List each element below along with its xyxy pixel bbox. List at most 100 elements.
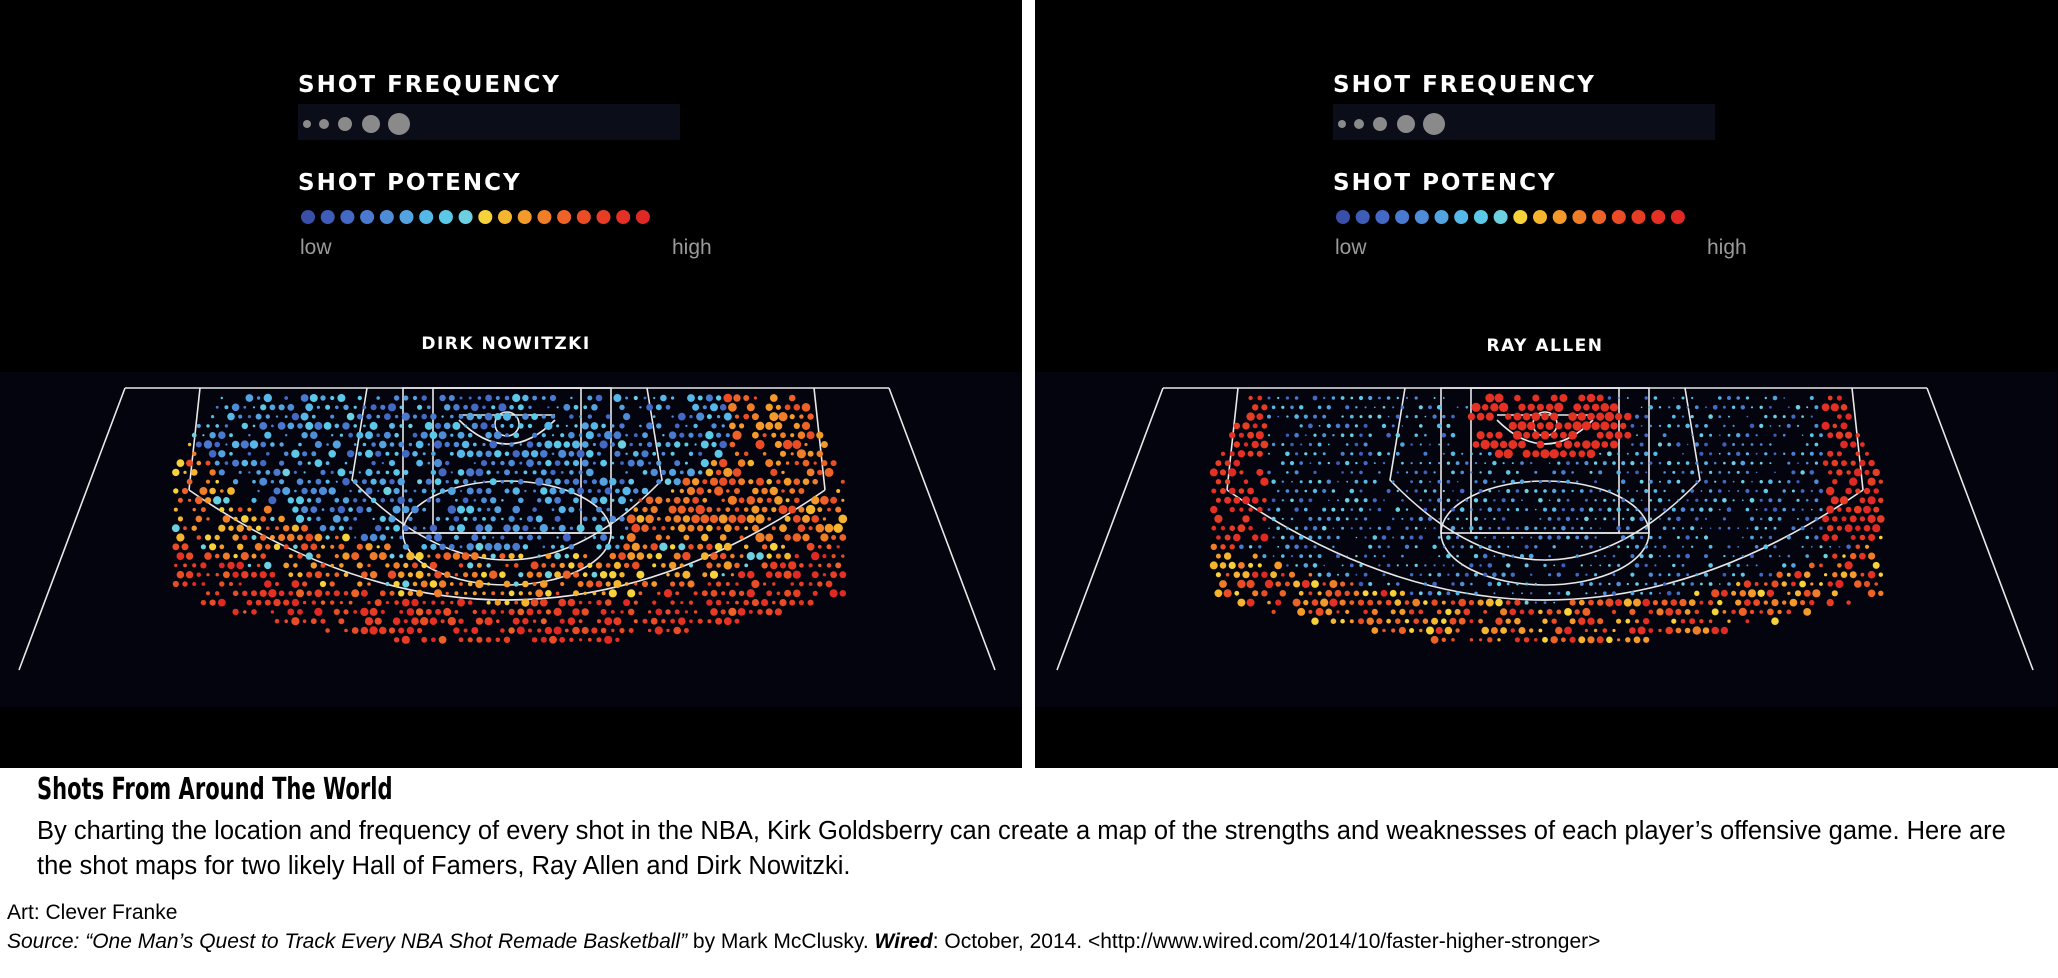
shot-dot: [1523, 637, 1530, 643]
shot-dot: [504, 395, 510, 401]
shot-dot: [443, 552, 452, 560]
shot-dot: [1740, 460, 1746, 466]
shot-dot: [817, 581, 823, 587]
shot-dot: [1510, 479, 1515, 484]
shot-dot: [765, 533, 774, 542]
shot-dot: [572, 553, 580, 560]
shot-dot: [454, 591, 459, 596]
shot-dot: [1728, 415, 1730, 418]
shot-dot: [1832, 516, 1838, 522]
frequency-legend-dot: [1373, 117, 1387, 131]
shot-dot: [1548, 499, 1551, 502]
shot-dot: [1534, 601, 1537, 604]
shot-dot: [1838, 545, 1841, 548]
shot-dot: [1617, 545, 1620, 549]
shot-dot: [1286, 564, 1289, 567]
shot-dot: [1629, 608, 1636, 616]
shot-dot: [260, 441, 267, 448]
shot-dot: [1469, 638, 1474, 642]
shot-dot: [1543, 526, 1547, 530]
shot-dot: [595, 394, 603, 402]
shot-dot: [1437, 572, 1442, 577]
shot-dot: [1382, 628, 1386, 633]
shot-dot: [628, 478, 635, 485]
shot-dot: [725, 507, 731, 512]
shot-dot: [550, 544, 556, 549]
shot-dot: [545, 459, 552, 467]
shot-dot: [330, 395, 335, 401]
shot-dot: [687, 394, 695, 402]
shot-dot: [293, 563, 298, 568]
shot-dot: [1630, 535, 1635, 540]
shot-dot: [755, 421, 765, 431]
shot-dot: [1550, 431, 1558, 439]
shot-dot: [610, 442, 615, 447]
shot-dot: [1521, 592, 1523, 595]
shot-dot: [1461, 527, 1464, 530]
shot-dot: [454, 573, 459, 577]
shot-dot: [1481, 626, 1489, 635]
shot-dot: [1745, 433, 1750, 438]
shot-dot: [545, 553, 552, 559]
shot-dot: [215, 424, 219, 428]
shot-dot: [1845, 487, 1852, 495]
potency-legend-dot: [517, 210, 532, 224]
shot-dot: [1311, 617, 1319, 625]
shot-dot: [695, 504, 705, 515]
source-publication: Wired: [874, 930, 933, 953]
shot-dot: [1644, 544, 1649, 549]
shot-dot: [1267, 414, 1271, 419]
shot-dot: [835, 506, 842, 513]
shot-dot: [1428, 573, 1432, 577]
shot-dot: [375, 525, 382, 532]
shot-dot: [403, 619, 408, 624]
shot-dot: [1741, 536, 1744, 539]
shot-dot: [1612, 461, 1616, 465]
shot-dot: [1656, 608, 1664, 616]
shot-dot: [268, 496, 277, 505]
shot-dot: [1228, 468, 1237, 477]
shot-dot: [1658, 536, 1662, 539]
shot-dot: [627, 608, 635, 616]
shot-dot: [1497, 638, 1501, 642]
shot-dot: [1354, 442, 1359, 447]
shot-dot: [1690, 489, 1695, 493]
shot-dot: [1832, 553, 1838, 559]
shot-dot: [1829, 545, 1832, 548]
shot-dot: [358, 489, 362, 493]
shot-dot: [670, 581, 676, 587]
shot-dot: [447, 487, 456, 495]
shot-dot: [1699, 433, 1704, 438]
shot-dot: [838, 514, 848, 524]
shot-dot: [1594, 592, 1597, 595]
shot-dot: [743, 507, 749, 512]
shot-dot: [756, 477, 764, 486]
shot-dot: [1637, 626, 1646, 635]
shot-dot: [187, 442, 192, 447]
shot-dot: [531, 413, 538, 420]
shot-dot: [1304, 452, 1308, 456]
shot-dot: [1681, 527, 1685, 530]
shot-dot: [1805, 499, 1809, 502]
shot-dot: [1615, 599, 1623, 607]
shot-dot: [378, 552, 387, 561]
shot-dot: [638, 591, 643, 596]
sideline-left: [1056, 387, 1164, 671]
potency-legend-dot: [1533, 210, 1547, 224]
shot-dot: [738, 571, 746, 579]
shot-dot: [218, 562, 225, 569]
shot-dot: [222, 552, 230, 560]
shot-dot: [642, 544, 648, 550]
shot-dot: [619, 535, 625, 540]
shot-dot: [1786, 609, 1792, 615]
shot-dot: [1506, 563, 1511, 568]
shot-dot: [484, 412, 493, 421]
shot-dot: [665, 535, 671, 540]
shot-dot: [723, 393, 733, 403]
shot-dot: [765, 403, 773, 411]
shot-dot: [364, 617, 374, 626]
shot-dot: [730, 573, 735, 577]
shot-dot: [617, 440, 627, 449]
shot-dot: [1837, 414, 1842, 419]
shot-dot: [718, 514, 728, 524]
